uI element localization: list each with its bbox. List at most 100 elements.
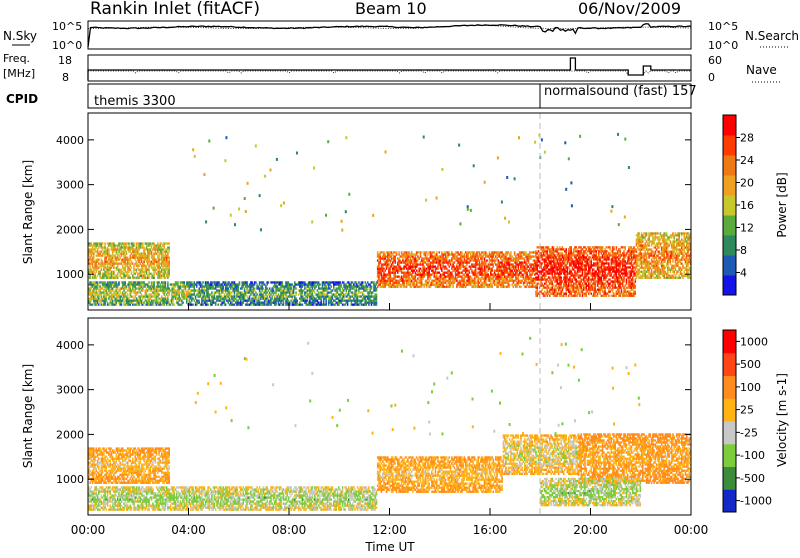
heatmap-cell bbox=[132, 276, 134, 279]
heatmap-cell bbox=[441, 269, 443, 272]
heatmap-cell bbox=[320, 297, 322, 300]
heatmap-cell bbox=[473, 263, 476, 266]
heatmap-cell bbox=[121, 252, 124, 255]
heatmap-cell bbox=[355, 303, 358, 306]
heatmap-cell bbox=[113, 270, 115, 273]
heatmap-cell bbox=[143, 283, 145, 286]
heatmap-cell bbox=[150, 254, 153, 257]
heatmap-cell bbox=[513, 267, 516, 270]
heatmap-cell bbox=[530, 265, 532, 268]
heatmap-cell bbox=[119, 242, 121, 245]
heatmap-cell bbox=[404, 257, 407, 260]
heatmap-cell bbox=[481, 275, 483, 278]
heatmap-cell bbox=[459, 253, 462, 256]
heatmap-cell bbox=[491, 273, 493, 276]
heatmap-cell bbox=[147, 256, 149, 259]
heatmap-cell bbox=[461, 253, 463, 256]
heatmap-cell bbox=[203, 289, 206, 292]
heatmap-cell bbox=[471, 255, 473, 258]
heatmap-cell bbox=[311, 301, 314, 304]
heatmap-cell bbox=[174, 295, 177, 298]
heatmap-cell bbox=[478, 277, 481, 280]
heatmap-cell bbox=[507, 273, 510, 276]
heatmap-cell bbox=[410, 251, 413, 254]
heatmap-cell bbox=[150, 283, 153, 286]
heatmap-cell bbox=[113, 303, 115, 306]
heatmap-cell bbox=[91, 293, 94, 296]
heatmap-cell bbox=[398, 257, 400, 260]
heatmap-cell bbox=[114, 281, 116, 284]
heatmap-cell bbox=[101, 242, 104, 245]
heatmap-cell bbox=[390, 277, 393, 280]
heatmap-cell bbox=[137, 264, 139, 267]
heatmap-cell bbox=[413, 279, 415, 282]
heatmap-cell bbox=[182, 285, 184, 288]
heatmap-cell bbox=[423, 271, 425, 274]
heatmap-cell bbox=[290, 283, 292, 286]
heatmap-cell bbox=[211, 283, 213, 286]
heatmap-cell bbox=[126, 274, 129, 277]
heatmap-cell bbox=[260, 291, 262, 294]
heatmap-cell bbox=[300, 299, 302, 302]
heatmap-cell bbox=[414, 257, 417, 260]
heatmap-cell bbox=[207, 283, 209, 286]
heatmap-cell bbox=[317, 295, 320, 298]
heatmap-cell bbox=[316, 281, 319, 284]
heatmap-cell bbox=[373, 297, 375, 300]
heatmap-cell bbox=[198, 301, 201, 304]
heatmap-cell bbox=[518, 261, 521, 264]
heatmap-cell bbox=[158, 303, 160, 306]
heatmap-cell bbox=[90, 242, 93, 245]
heatmap-cell bbox=[373, 299, 375, 302]
heatmap-cell bbox=[100, 254, 103, 257]
heatmap-cell bbox=[560, 294, 562, 297]
heatmap-cell bbox=[165, 297, 168, 300]
heatmap-cell bbox=[438, 271, 441, 274]
heatmap-cell bbox=[458, 281, 461, 284]
heatmap-cell bbox=[224, 281, 227, 284]
heatmap-cell bbox=[368, 301, 370, 304]
heatmap-cell bbox=[287, 303, 290, 306]
heatmap-cell bbox=[541, 246, 544, 249]
heatmap-cell bbox=[201, 299, 203, 302]
heatmap-cell bbox=[179, 297, 182, 300]
heatmap-cell bbox=[500, 273, 502, 276]
heatmap-cell bbox=[375, 303, 378, 306]
heatmap-cell bbox=[240, 301, 242, 304]
heatmap-cell bbox=[256, 293, 258, 296]
heatmap-cell bbox=[153, 276, 155, 279]
heatmap-cell bbox=[541, 256, 544, 259]
heatmap-cell bbox=[425, 263, 428, 266]
heatmap-cell bbox=[485, 283, 487, 286]
heatmap-cell bbox=[237, 289, 240, 292]
heatmap-cell bbox=[387, 255, 389, 258]
heatmap-cell bbox=[532, 283, 535, 286]
heatmap-cell bbox=[473, 281, 476, 284]
heatmap-cell bbox=[263, 303, 266, 306]
heatmap-cell bbox=[300, 287, 302, 290]
heatmap-cell bbox=[93, 256, 95, 259]
heatmap-cell bbox=[397, 261, 399, 264]
heatmap-cell bbox=[567, 258, 570, 261]
heatmap-cell bbox=[154, 295, 157, 298]
heatmap-cell bbox=[169, 289, 172, 292]
heatmap-cell bbox=[511, 279, 513, 282]
nsky-panel: N.Sky 10^5 10^0 10^5 10^0 N.Search bbox=[3, 20, 799, 52]
heatmap-cell bbox=[557, 286, 560, 289]
heatmap-cell bbox=[144, 274, 147, 277]
heatmap-cell bbox=[231, 303, 233, 306]
heatmap-cell bbox=[542, 260, 545, 263]
heatmap-cell bbox=[449, 277, 452, 280]
heatmap-cell bbox=[103, 281, 105, 284]
heatmap-cell bbox=[209, 281, 212, 284]
heatmap-cell bbox=[331, 289, 334, 292]
heatmap-cell bbox=[137, 272, 139, 275]
heatmap-cell bbox=[402, 277, 404, 280]
heatmap-cell bbox=[552, 258, 555, 261]
heatmap-cell bbox=[110, 276, 113, 279]
heatmap-cell bbox=[145, 246, 148, 249]
heatmap-cell bbox=[502, 255, 505, 258]
heatmap-cell bbox=[167, 246, 169, 249]
heatmap-cell bbox=[123, 295, 125, 298]
heatmap-cell bbox=[536, 282, 539, 285]
